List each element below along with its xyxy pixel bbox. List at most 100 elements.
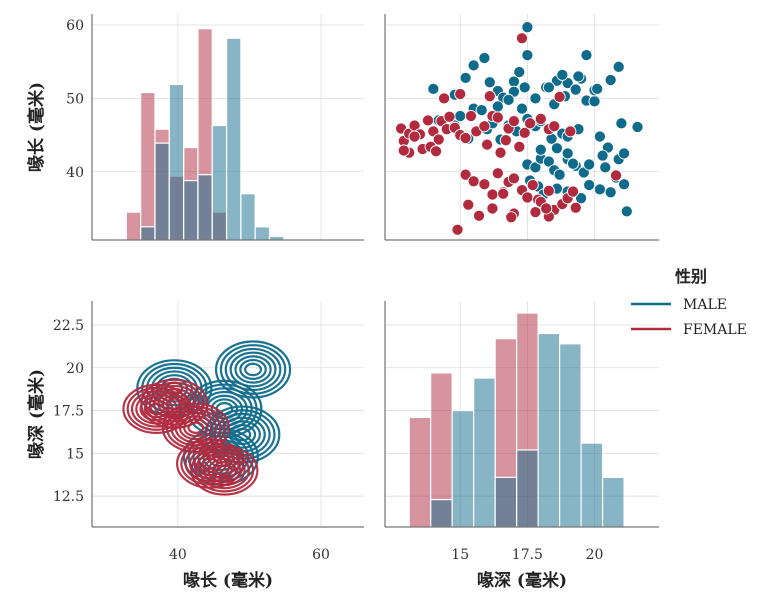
scatter-point-female [438,92,451,105]
scatter-point-female [464,109,478,123]
kde-contour-female [198,451,250,490]
hist-bar-male [559,343,582,528]
scatter-point-female [569,201,582,214]
scatter-point-male [620,205,633,218]
kde-contour-female [190,445,259,496]
hist-bar-male [451,409,475,528]
scatter-point-male [631,120,644,134]
scatter-point-male [502,93,515,106]
scatter-point-male [593,130,606,143]
legend-label-female: FEMALE [683,322,747,338]
scatter-point-male [534,143,547,156]
scatter-point-female [478,120,491,133]
scatter-point-female [507,115,520,128]
kde-contour-female [194,448,255,493]
scatter-point-female [518,126,531,139]
kde-contour-male [233,427,252,442]
scatter-point-female [540,202,553,215]
scatter-point-male [615,117,628,130]
y-tick-label: 60 [66,18,84,34]
scatter-point-male [542,81,555,94]
hist-bar-male [168,83,185,241]
x-tick-label: 40 [169,547,187,563]
kde-contour-female [161,402,230,453]
kde-contour-female [178,415,213,441]
scatter-point-female [451,223,464,236]
scatter-point-male [572,70,585,83]
scatter-point-male [569,83,582,96]
scatter-point-female [397,144,410,157]
scatter-point-female [486,202,499,215]
scatter-point-female [459,168,472,181]
scatter-point-male [604,73,617,87]
x-axis-label: 喙深 (毫米) [477,570,567,591]
scatter-point-male [618,147,631,160]
scatter-point-male [575,192,588,205]
hist-bar-male [430,499,453,528]
kde-contour-male [234,355,272,384]
y-tick-label: 20 [66,361,84,377]
scatter-point-female [507,172,520,185]
y-axis-label: 喙长 (毫米) [26,82,47,172]
scatter-point-male [604,186,617,199]
scatter-point-female [548,120,561,133]
kde-contour-male [224,347,282,392]
kde-contour-male [214,340,292,399]
scatter-point-male [483,76,496,89]
hist-bar-male [197,174,213,241]
hist-bar-male [240,193,256,241]
scatter-point-female [421,114,435,127]
scatter-point-female [483,90,496,103]
scatter-point-female [486,188,499,201]
scatter-point-male [518,81,531,94]
kde-contour-female [211,461,238,480]
scatter-point-female [526,178,539,192]
scatter-point-female [454,87,467,101]
scatter-point-female [432,133,445,146]
scatter-point-female [481,138,494,151]
hist-bar-male [494,476,518,528]
x-tick-label: 15 [451,547,469,563]
scatter-point-male [580,49,593,62]
scatter-point-female [564,125,577,138]
hist-bar-male [537,332,561,528]
y-tick-label: 12.5 [53,489,84,505]
scatter-point-male [593,183,606,196]
scatter-point-female [408,130,421,143]
scatter-point-female [478,178,491,191]
scatter-point-male [612,60,625,73]
hist-bar-male [140,226,156,241]
scatter-point-male [529,92,542,105]
hist-bar-male [601,476,625,528]
scatter-point-female [542,184,555,197]
scatter-point-female [429,145,443,158]
scatter-point-female [609,169,623,182]
scatter-point-male [454,109,467,123]
scatter-point-male [542,155,555,168]
scatter-point-female [462,198,475,211]
kde-contour-female [203,454,246,487]
scatter-point-male [588,95,601,108]
legend-title: 性别 [675,267,707,286]
scatter-point-male [550,142,563,155]
hist-bar-male [580,442,604,528]
x-tick-label: 60 [312,547,330,563]
scatter-point-female [524,117,537,130]
scatter-point-male [478,51,491,65]
hist-bill-depth-panel [384,301,659,528]
y-tick-label: 17.5 [53,404,84,420]
scatter-point-female [443,110,456,123]
y-tick-label: 22.5 [53,318,84,334]
scatter-point-female [494,146,507,159]
scatter-point-female [513,140,526,153]
scatter-point-male [521,21,534,34]
hist-bar-male [225,37,242,241]
hist-bar-male [183,179,199,241]
kde-contour-female [174,412,218,444]
x-tick-label: 17.5 [512,547,543,563]
scatter-point-female [497,187,510,200]
scatter-point-female [566,185,580,198]
hist-bar-female [125,211,142,241]
hist-bar-female [140,91,156,241]
